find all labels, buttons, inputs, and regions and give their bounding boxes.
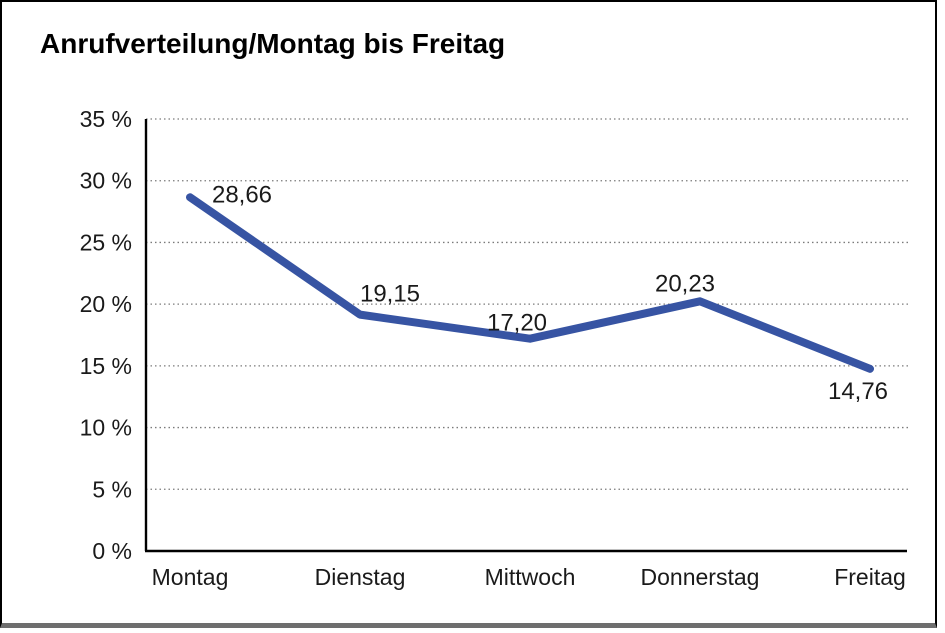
data-point-label: 20,23 — [655, 270, 715, 297]
x-axis-category-label: Montag — [152, 564, 229, 590]
chart-title: Anrufverteilung/Montag bis Freitag — [40, 28, 506, 59]
data-point-label: 14,76 — [828, 378, 888, 405]
y-axis-tick-label: 20 % — [80, 291, 132, 317]
y-axis-tick-label: 30 % — [80, 168, 132, 194]
y-axis-tick-label: 10 % — [80, 415, 132, 441]
x-axis-category-label: Mittwoch — [485, 564, 576, 590]
x-axis-category-label: Dienstag — [315, 564, 406, 590]
x-axis-category-label: Freitag — [834, 564, 906, 590]
data-point-label: 19,15 — [360, 281, 420, 308]
x-axis-category-label: Donnerstag — [641, 564, 760, 590]
y-axis-tick-label: 35 % — [80, 106, 132, 132]
chart-line — [186, 193, 874, 373]
y-axis-tick-label: 5 % — [92, 476, 132, 502]
data-point-label: 28,66 — [212, 181, 272, 208]
data-point-label: 17,20 — [487, 310, 547, 337]
y-axis-tick-label: 25 % — [80, 229, 132, 255]
y-axis-tick-label: 0 % — [92, 538, 132, 564]
y-axis-tick-label: 15 % — [80, 353, 132, 379]
